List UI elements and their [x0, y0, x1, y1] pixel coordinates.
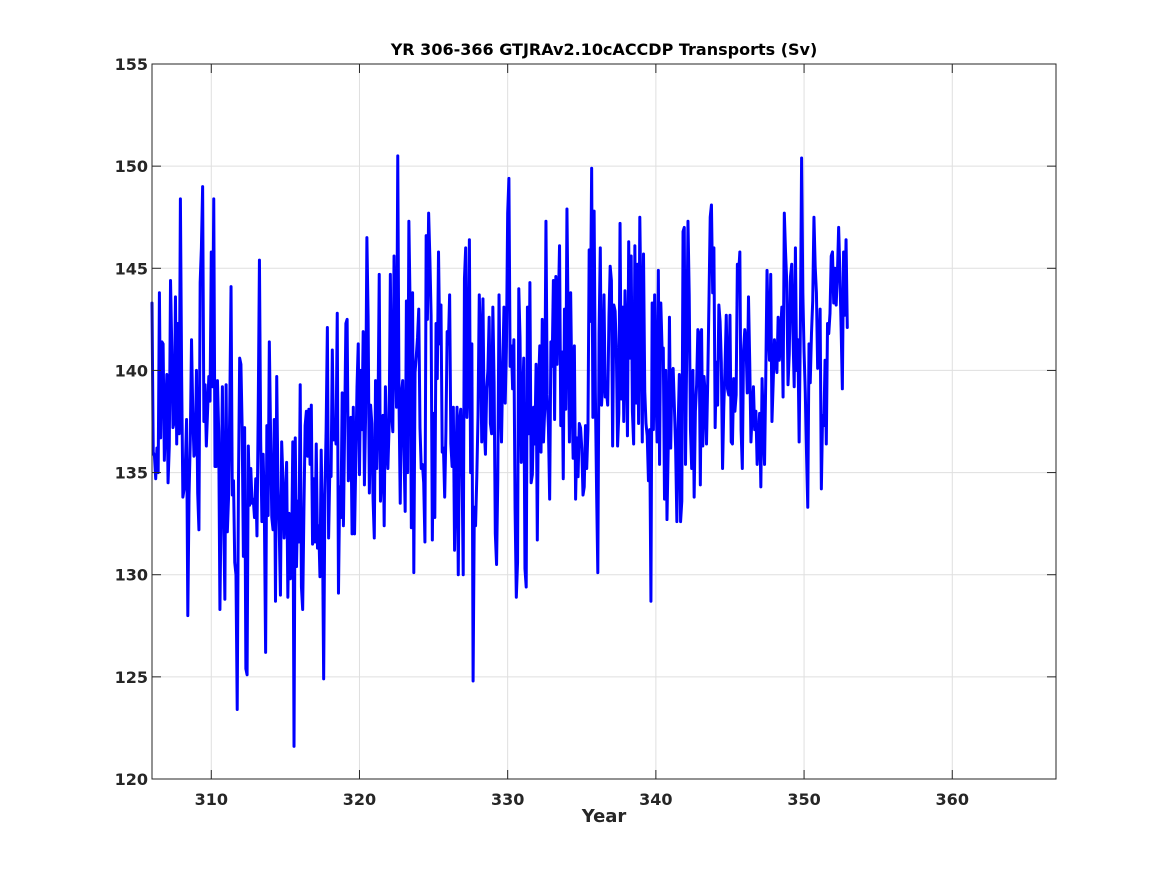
y-tick-label: 140 — [115, 361, 148, 380]
x-tick-label: 310 — [195, 790, 228, 809]
y-tick-label: 120 — [115, 770, 148, 789]
axes-box — [151, 63, 1057, 780]
y-tick-label: 155 — [115, 55, 148, 74]
y-tick-label: 125 — [115, 668, 148, 687]
x-tick-label: 320 — [343, 790, 376, 809]
y-tick-label: 145 — [115, 259, 148, 278]
y-tick-label: 150 — [115, 157, 148, 176]
y-tick-label: 135 — [115, 464, 148, 483]
series-line — [150, 154, 849, 748]
y-tick-label: 130 — [115, 566, 148, 585]
x-tick-label: 330 — [491, 790, 524, 809]
x-axis-title: Year — [581, 806, 627, 827]
x-tick-label: 350 — [787, 790, 820, 809]
x-tick-label: 360 — [936, 790, 969, 809]
series-layer — [150, 154, 849, 748]
ticks: 310 320 330 340 350 360 120 125 130 135 140 145 150 1… — [115, 55, 1056, 809]
chart-title: YR 306-366 GTJRAv2.10cACCDP Transports (… — [390, 40, 818, 59]
x-tick-label: 340 — [639, 790, 672, 809]
